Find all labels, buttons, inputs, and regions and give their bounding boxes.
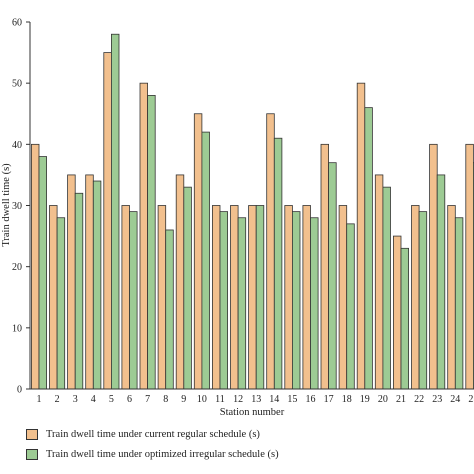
bar-optimized-7 [147,95,156,390]
bar-optimized-3 [74,192,84,390]
bar-optimized-1 [38,156,47,390]
x-tick-label: 2 [55,394,60,405]
legend-swatch-optimized [26,448,38,460]
bar-current-3 [67,174,76,390]
x-tick-label: 8 [163,394,168,405]
x-tick-label: 22 [414,394,424,405]
x-tick-label: 24 [450,394,460,405]
y-tick-label: 40 [12,140,22,151]
bar-current-22 [411,205,420,390]
bars-group [30,33,474,390]
x-tick-label: 25 [468,394,474,405]
x-tick-label: 10 [197,394,207,405]
y-tick-label: 30 [12,201,22,212]
bar-optimized-20 [382,186,391,390]
bar-current-19 [356,82,366,390]
x-tick-label: 4 [91,394,96,405]
x-tick-label: 1 [37,394,42,405]
x-tick-label: 3 [73,394,78,405]
bar-optimized-14 [273,137,283,390]
x-axis-title: Station number [220,407,285,418]
y-tick-label: 20 [12,262,22,273]
bar-optimized-18 [346,223,355,390]
x-tick-label: 11 [215,394,225,405]
bar-optimized-22 [418,211,428,390]
y-axis-title: Train dwell time (s) [1,163,12,247]
bar-current-11 [211,205,221,390]
x-tick-label: 21 [396,394,406,405]
bar-current-12 [230,205,239,390]
bar-current-8 [157,205,167,390]
x-tick-label: 15 [287,394,297,405]
bar-optimized-11 [219,211,228,390]
bar-current-7 [139,82,148,390]
bar-current-17 [320,143,329,390]
x-tick-label: 16 [306,394,316,405]
bar-current-2 [49,205,58,390]
bar-optimized-2 [56,217,66,390]
bar-optimized-13 [255,205,265,390]
x-tick-label: 12 [233,394,243,405]
x-tick-label: 7 [145,394,150,405]
bar-optimized-23 [436,174,446,390]
x-tick-label: 18 [342,394,352,405]
bar-current-4 [85,174,94,390]
x-ticks-group: 1 2 3 4 5 6 7 8 9 10 11 12 13 14 15 16 17 18 19 20 21 22 23 24 2… [37,394,474,405]
bar-current-1 [30,143,40,390]
bar-optimized-24 [454,217,464,390]
bar-optimized-12 [237,217,247,390]
y-tick-label: 60 [12,18,22,29]
legend-item-optimized: Train dwell time under optimized irregul… [26,444,279,464]
x-tick-label: 19 [360,394,370,405]
legend-item-current: Train dwell time under current regular s… [26,424,279,444]
bar-optimized-8 [165,229,174,390]
bar-current-6 [121,205,130,390]
bar-optimized-6 [129,211,138,390]
x-tick-label: 14 [269,394,279,405]
bar-current-10 [193,113,203,390]
x-tick-label: 6 [127,394,132,405]
x-tick-label: 13 [251,394,261,405]
legend-swatch-current [26,428,38,440]
bar-current-16 [302,205,311,390]
bar-current-18 [338,205,348,390]
legend: Train dwell time under current regular s… [26,424,279,464]
bar-optimized-5 [111,33,120,390]
y-ticks-group: 0 10 20 30 40 50 60 [12,18,30,396]
legend-label-optimized: Train dwell time under optimized irregul… [46,448,279,460]
y-tick-label: 50 [12,79,22,90]
x-tick-label: 9 [181,394,186,405]
x-tick-label: 20 [378,394,388,405]
y-tick-label: 10 [12,323,22,334]
legend-label-current: Train dwell time under current regular s… [46,428,260,440]
bar-current-13 [248,205,257,390]
bar-current-5 [103,52,112,390]
y-tick-label: 0 [17,385,22,396]
bar-optimized-19 [364,107,373,390]
bar-current-9 [175,174,185,390]
x-tick-label: 5 [109,394,114,405]
bar-current-25 [465,143,474,390]
bar-current-24 [447,205,456,390]
bar-optimized-17 [328,162,337,390]
bar-optimized-10 [201,131,210,390]
bar-optimized-4 [92,180,102,390]
bar-optimized-9 [183,186,192,390]
bar-current-20 [374,174,384,390]
bar-current-15 [284,205,293,390]
bar-current-14 [266,113,275,390]
x-tick-label: 17 [324,394,334,405]
bar-optimized-15 [291,211,301,390]
bar-optimized-21 [400,247,409,390]
bar-optimized-16 [310,217,319,390]
bar-current-21 [392,235,402,390]
bar-current-23 [429,143,438,390]
x-tick-label: 23 [432,394,442,405]
